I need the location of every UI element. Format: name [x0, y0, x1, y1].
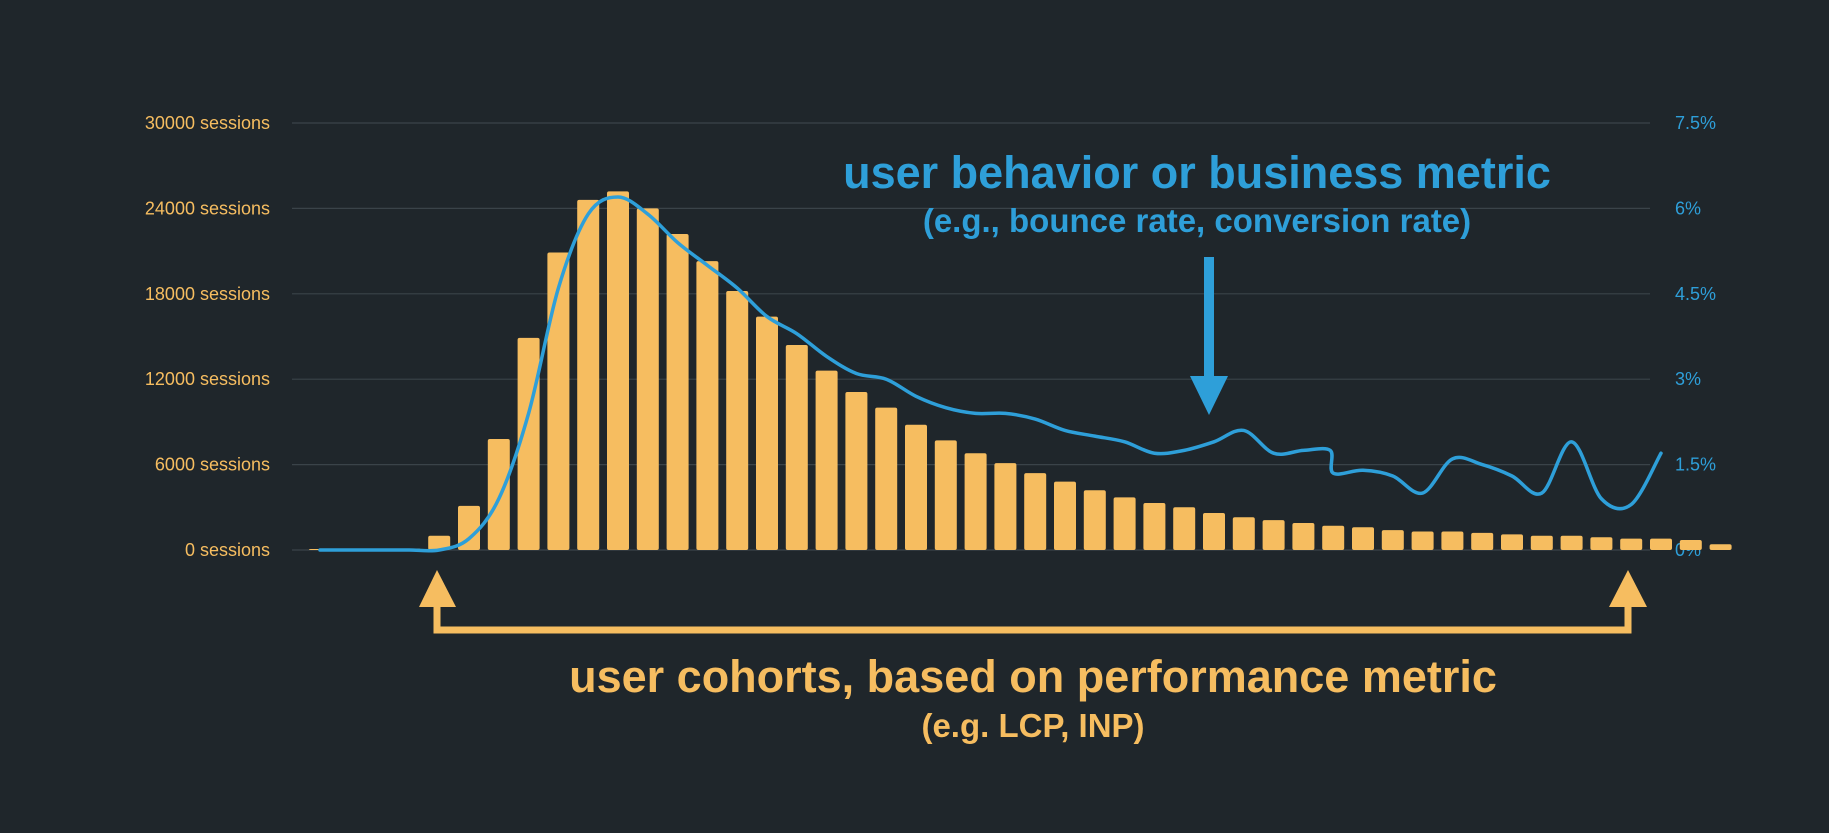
right-tick-label: 1.5% — [1675, 455, 1716, 475]
bar — [964, 453, 987, 550]
left-tick-label: 18000 sessions — [145, 284, 270, 304]
bar — [577, 199, 600, 551]
bar — [1024, 473, 1047, 550]
bar — [875, 407, 898, 550]
left-axis: 30000 sessions 24000 sessions 18000 sessio… — [145, 113, 270, 560]
bar — [607, 191, 629, 550]
left-tick-label: 12000 sessions — [145, 369, 270, 389]
bar — [636, 208, 659, 550]
right-axis: 7.5%6%4.5%3%1.5%0% — [1675, 113, 1716, 560]
bar — [756, 316, 778, 550]
bar — [1381, 530, 1404, 550]
bar — [845, 392, 868, 550]
left-tick-label: 30000 sessions — [145, 113, 270, 133]
bar — [1292, 522, 1315, 550]
bar — [934, 440, 957, 550]
bar — [1709, 544, 1732, 550]
bar — [815, 370, 838, 550]
line-series — [318, 195, 1663, 553]
metric-annotation-subtitle: (e.g., bounce rate, conversion rate) — [923, 202, 1471, 239]
down-arrow-icon — [1190, 257, 1228, 415]
bar — [1232, 517, 1255, 550]
bar — [547, 252, 570, 551]
bar — [1471, 532, 1494, 550]
bar — [1143, 503, 1166, 550]
cohort-annotation-subtitle: (e.g. LCP, INP) — [921, 707, 1144, 744]
left-tick-label: 24000 sessions — [145, 198, 270, 218]
bar — [1322, 525, 1345, 550]
bar — [1560, 535, 1583, 550]
bar — [994, 463, 1017, 550]
bar — [666, 234, 689, 550]
bar — [726, 290, 749, 550]
bar — [785, 345, 808, 550]
bar — [458, 505, 480, 550]
bar — [1620, 538, 1643, 550]
left-tick-label: 6000 sessions — [155, 455, 270, 475]
bar — [1173, 507, 1196, 550]
right-tick-label: 3% — [1675, 369, 1701, 389]
right-tick-label: 4.5% — [1675, 284, 1716, 304]
bar — [1113, 497, 1136, 550]
metric-annotation-title: user behavior or business metric — [843, 147, 1551, 198]
bar — [1590, 537, 1613, 550]
bar — [1679, 540, 1702, 550]
bar — [1530, 535, 1553, 550]
bar — [1650, 538, 1672, 550]
bar — [1441, 531, 1464, 550]
bar-series — [309, 191, 1732, 551]
cohort-annotation-title: user cohorts, based on performance metri… — [569, 651, 1497, 702]
bar — [1203, 512, 1225, 550]
bar — [1262, 520, 1285, 550]
bar — [905, 424, 927, 550]
right-tick-label: 7.5% — [1675, 113, 1716, 133]
bar — [1054, 481, 1076, 550]
bar — [1411, 531, 1434, 550]
left-tick-label: 0 sessions — [185, 540, 270, 560]
cohort-bracket-icon — [419, 570, 1647, 634]
bar — [1083, 490, 1106, 550]
bar — [1501, 534, 1523, 550]
right-tick-label: 6% — [1675, 198, 1701, 218]
bar — [1352, 527, 1374, 550]
bar — [428, 535, 451, 550]
bar — [696, 261, 719, 550]
bar — [487, 438, 510, 550]
